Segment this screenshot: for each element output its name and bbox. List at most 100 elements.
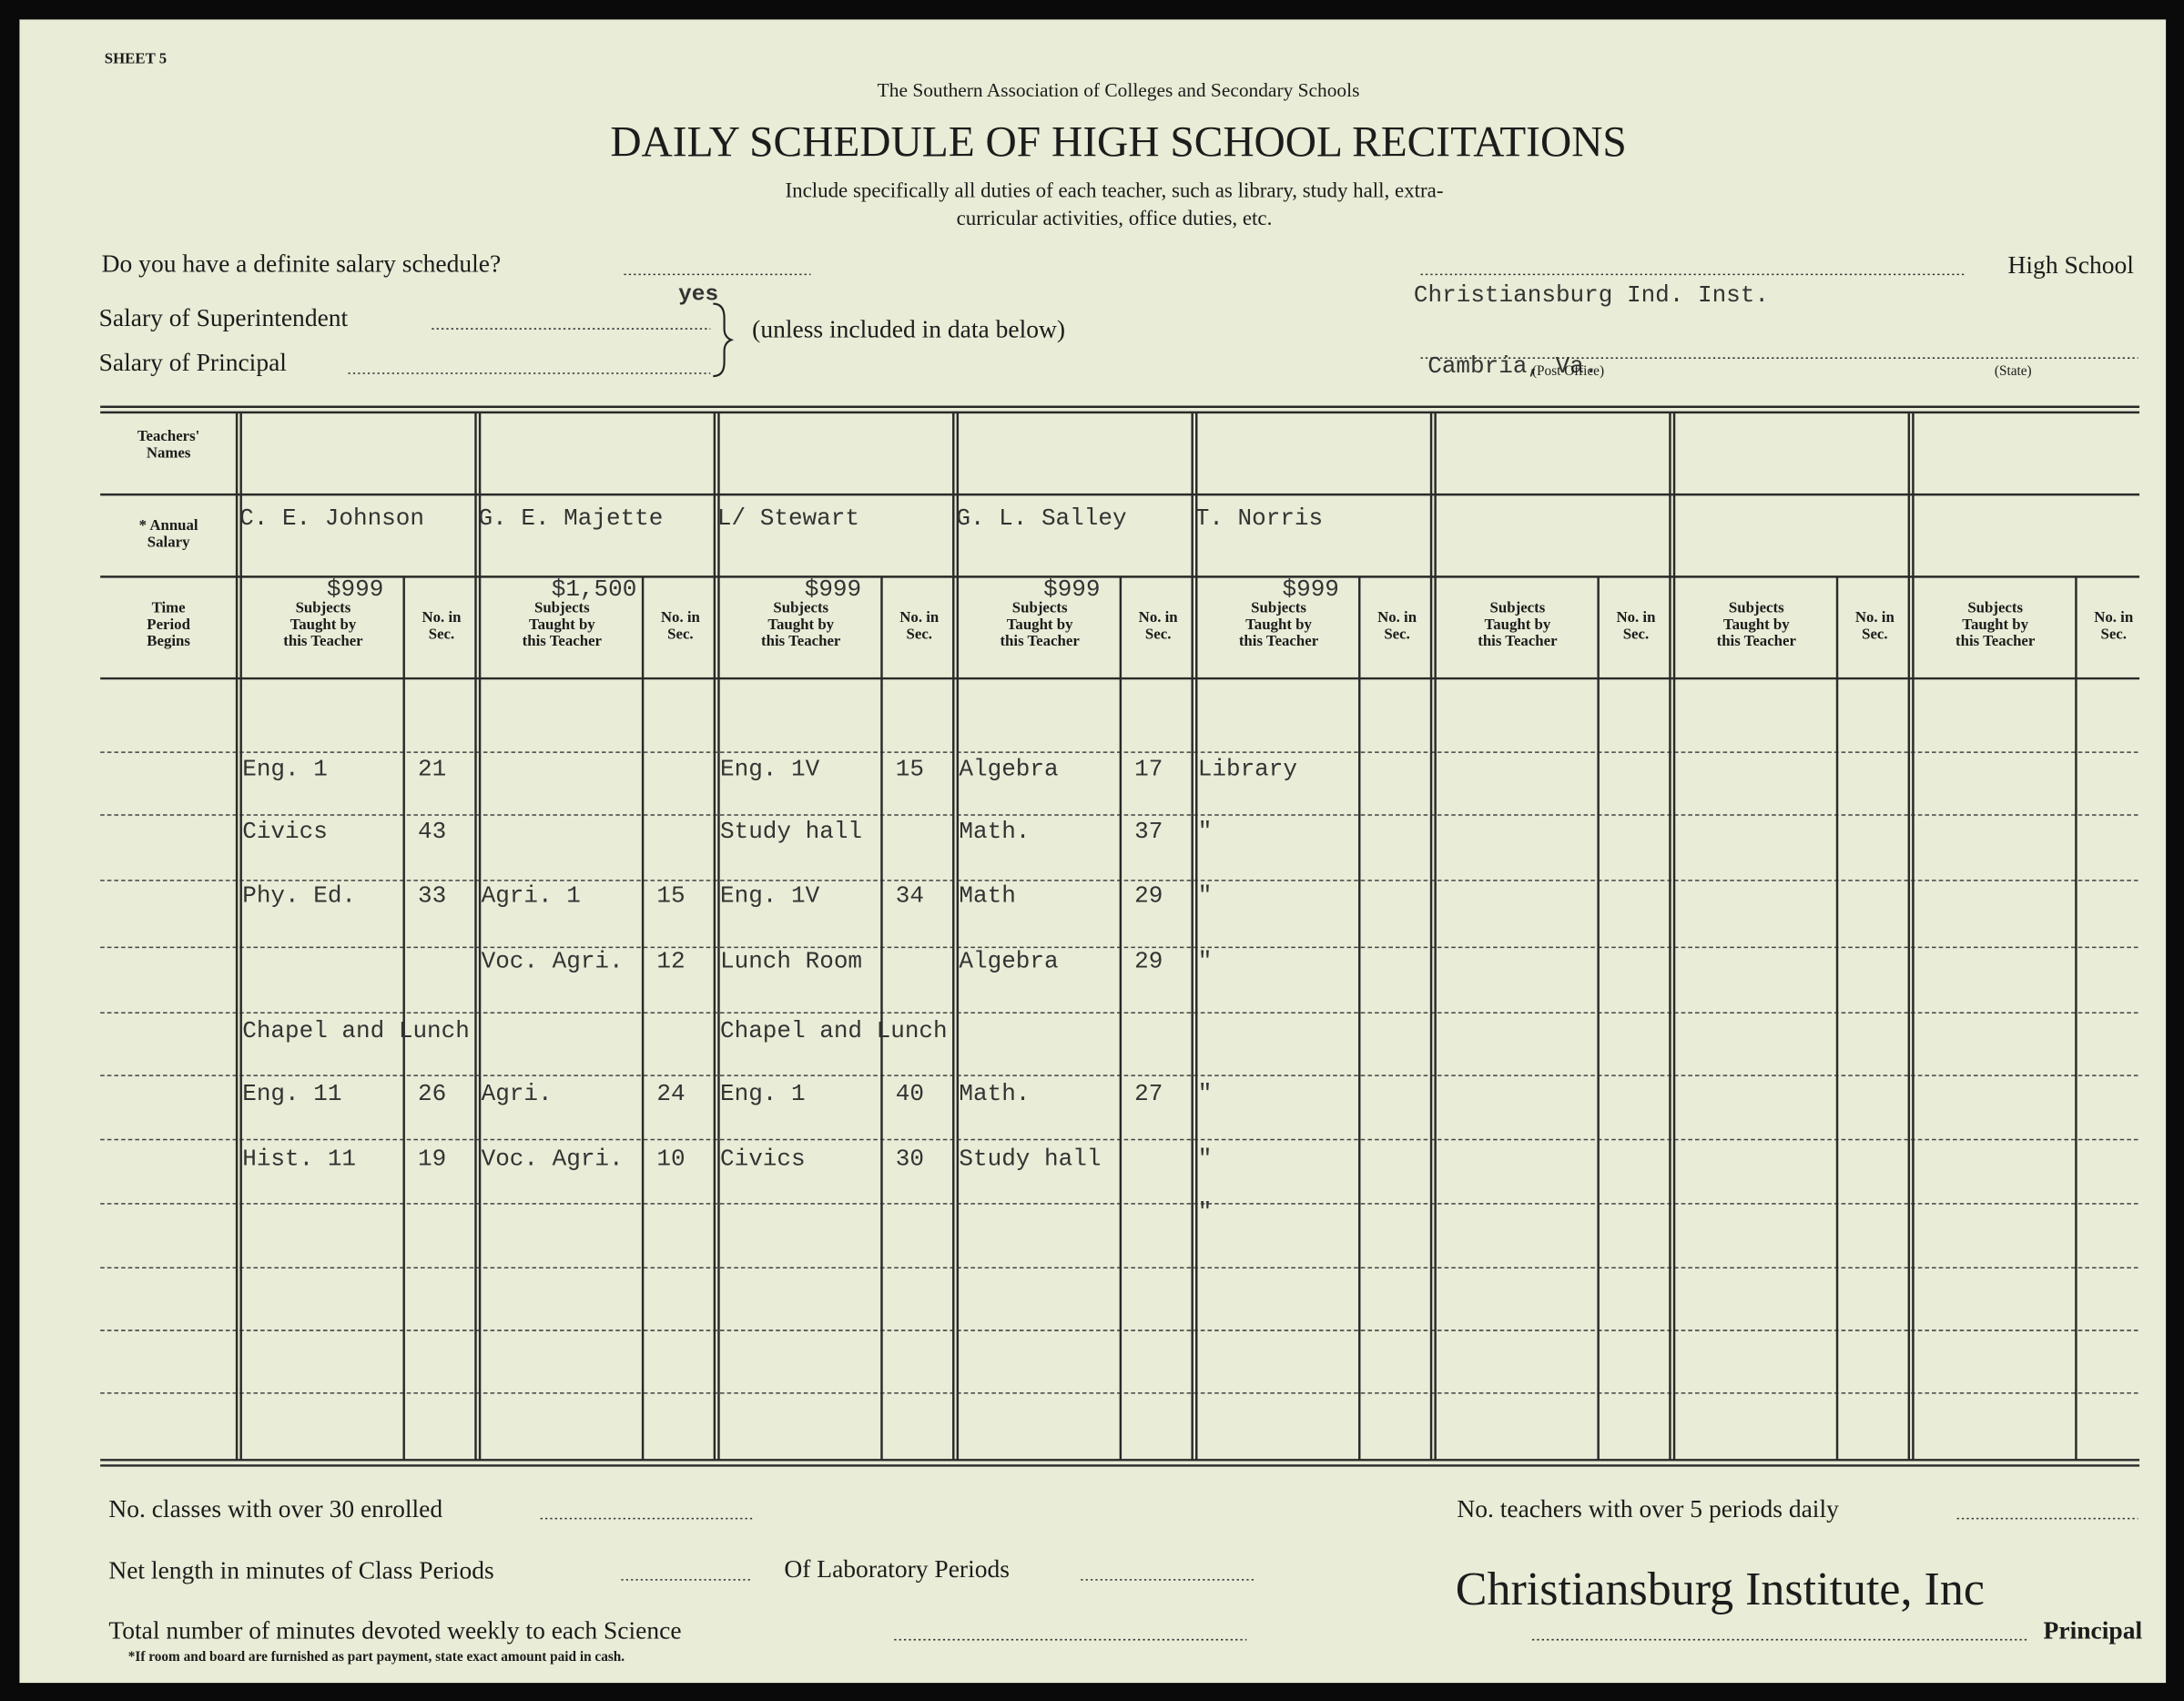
row-label: Period [147, 616, 190, 633]
salary: $999 [1282, 575, 1338, 603]
subject: Civics [242, 818, 328, 845]
instructions: Include specifically all duties of each … [785, 178, 1443, 201]
teacher-name: G. L. Salley [956, 504, 1126, 532]
section-count: 10 [656, 1146, 685, 1173]
instructions: curricular activities, office duties, et… [957, 207, 1273, 229]
subject: Eng. 1V [720, 882, 820, 910]
section-count: 29 [1134, 882, 1163, 910]
subject: Chapel and Lunch [720, 1017, 948, 1044]
subject: Eng. 11 [242, 1080, 341, 1107]
footer-label: No. teachers with over 5 periods daily [1457, 1494, 1839, 1523]
subject: Math [959, 882, 1015, 910]
subject: " [1198, 1198, 1213, 1226]
footer-label: No. classes with over 30 enrolled [108, 1494, 442, 1523]
section-count: 34 [896, 882, 924, 910]
column-header: Sec. [1862, 625, 1887, 642]
column-header: Subjects [773, 598, 828, 616]
column-header: Sec. [1623, 625, 1649, 642]
salary: $999 [327, 575, 383, 603]
footer-label: Principal [2044, 1615, 2143, 1644]
column-header: Sec. [429, 625, 454, 642]
teacher-name: L/ Stewart [717, 504, 859, 532]
column-header: this Teacher [283, 632, 363, 649]
subject: Agri. 1 [482, 882, 581, 910]
column-header: No. in [1616, 608, 1656, 626]
column-header: Subjects [1490, 598, 1546, 616]
section-count: 30 [896, 1146, 924, 1173]
teacher-name: T. Norris [1195, 504, 1323, 532]
subject: Eng. 1 [720, 1080, 806, 1107]
brace [713, 302, 735, 378]
column-header: No. in [1139, 608, 1179, 626]
column-header: Taught by [1007, 616, 1073, 633]
column-header: Sec. [1384, 625, 1409, 642]
row-label: Teachers' [137, 427, 200, 444]
row-label: * Annual [139, 516, 198, 534]
subject: Lunch Room [720, 948, 862, 975]
section-count: 37 [1134, 818, 1163, 845]
column-header: Taught by [290, 616, 357, 633]
column-header: No. in [1855, 608, 1895, 626]
section-count: 12 [656, 948, 685, 975]
city: Cambria, Va. [1427, 352, 1598, 380]
subject: Algebra [959, 755, 1058, 782]
subject: Study hall [720, 818, 862, 845]
teacher-name: C. E. Johnson [239, 504, 424, 532]
subject: Math. [959, 818, 1030, 845]
row-label: Names [147, 444, 191, 462]
subject: Hist. 11 [242, 1146, 356, 1173]
column-header: this Teacher [1239, 632, 1319, 649]
subject: Math. [959, 1080, 1030, 1107]
column-header: this Teacher [1000, 632, 1080, 649]
column-header: No. in [661, 608, 701, 626]
column-header: No. in [422, 608, 462, 626]
label: High School [2008, 250, 2135, 279]
column-header: Taught by [1245, 616, 1312, 633]
column-header: Subjects [1012, 598, 1068, 616]
answer: yes [678, 282, 718, 307]
section-count: 26 [418, 1080, 446, 1107]
column-header: this Teacher [1478, 632, 1558, 649]
column-header: Taught by [1485, 616, 1551, 633]
footer-label: Net length in minutes of Class Periods [108, 1556, 493, 1584]
section-count: 15 [896, 755, 924, 782]
column-header: this Teacher [1717, 632, 1797, 649]
subject: Eng. 1V [720, 755, 820, 782]
section-count: 43 [418, 818, 446, 845]
watermark: Christiansburg Institute, Inc [1456, 1563, 1985, 1615]
salary: $1,500 [552, 575, 637, 603]
column-header: Subjects [1967, 598, 2023, 616]
column-header: No. in [1377, 608, 1417, 626]
question: Salary of Superintendent [99, 303, 349, 331]
section-count: 15 [656, 882, 685, 910]
subject: Eng. 1 [242, 755, 328, 782]
row-label: Salary [147, 534, 190, 551]
section-count: 27 [1134, 1080, 1163, 1107]
row-label: Time [152, 598, 187, 616]
school-name: Christiansburg Ind. Inst. [1414, 281, 1769, 309]
section-count: 33 [418, 882, 446, 910]
subject: " [1198, 818, 1213, 845]
column-header: Subjects [296, 598, 351, 616]
subject: " [1198, 882, 1213, 910]
note: (unless included in data below) [752, 314, 1065, 342]
section-count: 17 [1134, 755, 1163, 782]
section-count: 40 [896, 1080, 924, 1107]
association: The Southern Association of Colleges and… [878, 79, 1360, 101]
column-header: Taught by [767, 616, 834, 633]
caption: (State) [1995, 363, 2032, 379]
subject: Chapel and Lunch [242, 1017, 470, 1044]
question: Do you have a definite salary schedule? [102, 250, 502, 278]
column-header: Taught by [1962, 616, 2028, 633]
column-header: Subjects [1729, 598, 1784, 616]
paper [19, 19, 2167, 1684]
subject: Civics [720, 1146, 806, 1173]
subject: Library [1198, 755, 1297, 782]
section-count: 24 [656, 1080, 685, 1107]
subject: Voc. Agri. [482, 1146, 624, 1173]
subject: " [1198, 1080, 1213, 1107]
column-header: this Teacher [523, 632, 603, 649]
subject: " [1198, 1146, 1213, 1173]
